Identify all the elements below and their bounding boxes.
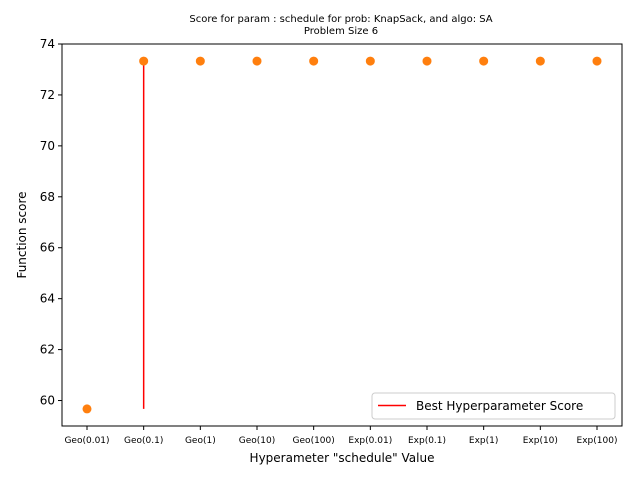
x-tick-label: Geo(0.01) bbox=[64, 436, 109, 446]
x-tick-label: Exp(100) bbox=[577, 436, 618, 446]
y-tick-label: 70 bbox=[40, 139, 55, 153]
data-point bbox=[479, 56, 489, 66]
data-point bbox=[252, 56, 262, 66]
x-tick-label: Geo(10) bbox=[239, 436, 276, 446]
y-tick-label: 68 bbox=[40, 190, 55, 204]
data-point bbox=[82, 404, 92, 414]
data-point bbox=[139, 56, 149, 66]
legend-box bbox=[371, 392, 616, 420]
plot-frame bbox=[61, 43, 623, 427]
x-tick-label: Geo(100) bbox=[293, 436, 335, 446]
legend: Best Hyperparameter Score bbox=[371, 392, 616, 420]
x-tick-label: Exp(0.1) bbox=[408, 436, 446, 446]
y-tick-label: 60 bbox=[40, 394, 55, 408]
data-point bbox=[309, 56, 319, 66]
y-tick-label: 72 bbox=[40, 88, 55, 102]
chart-title: Score for param : schedule for prob: Kna… bbox=[189, 14, 492, 25]
y-tick-label: 74 bbox=[40, 37, 55, 51]
x-tick-label: Exp(0.01) bbox=[348, 436, 392, 446]
x-tick-label: Exp(10) bbox=[523, 436, 558, 446]
data-point bbox=[535, 56, 545, 66]
data-point bbox=[592, 56, 602, 66]
y-tick-label: 64 bbox=[40, 292, 55, 306]
data-point bbox=[365, 56, 375, 66]
data-point bbox=[422, 56, 432, 66]
y-tick-label: 62 bbox=[40, 343, 55, 357]
data-point bbox=[195, 56, 205, 66]
x-axis-label: Hyperameter "schedule" Value bbox=[250, 451, 435, 465]
plot-area: 60 62 64 66 68 70 72 74 Geo(0.01) Geo(0.1) Geo(1) G… bbox=[40, 37, 623, 446]
x-tick-label: Exp(1) bbox=[469, 436, 498, 446]
x-tick-label: Geo(0.1) bbox=[124, 436, 163, 446]
y-axis-label: Function score bbox=[15, 191, 29, 278]
y-tick-label: 66 bbox=[40, 241, 55, 255]
legend-entry-label: Best Hyperparameter Score bbox=[416, 399, 583, 413]
chart-subtitle: Problem Size 6 bbox=[304, 26, 378, 37]
x-tick-label: Geo(1) bbox=[185, 436, 216, 446]
